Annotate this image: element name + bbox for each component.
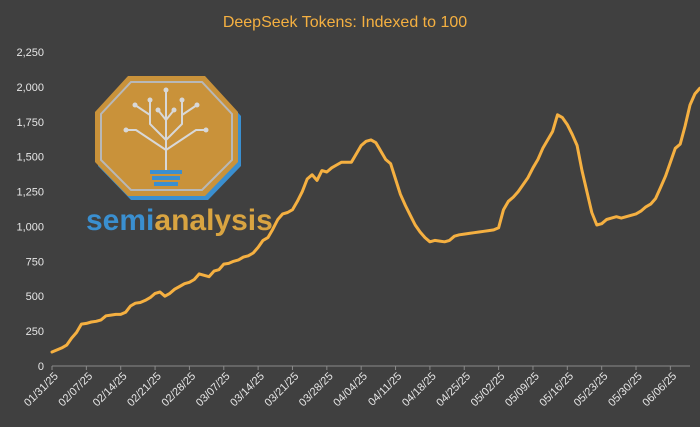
y-tick-label: 1,000	[16, 221, 44, 233]
series-layer	[50, 86, 700, 354]
logo-text-semi: semi	[86, 204, 154, 237]
semianalysis-logo: semianalysis	[86, 76, 273, 237]
y-tick-label: 1,750	[16, 117, 44, 129]
logo-text-analysis: analysis	[154, 204, 272, 237]
y-tick-label: 2,000	[16, 82, 44, 94]
y-tick-label: 250	[26, 326, 44, 338]
y-tick-label: 1,250	[16, 187, 44, 199]
logo-wordmark: semianalysis	[86, 204, 273, 237]
chart-title: DeepSeek Tokens: Indexed to 100	[223, 14, 467, 31]
y-tick-label: 1,500	[16, 152, 44, 164]
y-tick-label: 750	[26, 256, 44, 268]
y-tick-label: 2,250	[16, 47, 44, 59]
y-tick-label: 500	[26, 291, 44, 303]
y-tick-label: 0	[38, 361, 44, 373]
series-line	[50, 86, 700, 354]
